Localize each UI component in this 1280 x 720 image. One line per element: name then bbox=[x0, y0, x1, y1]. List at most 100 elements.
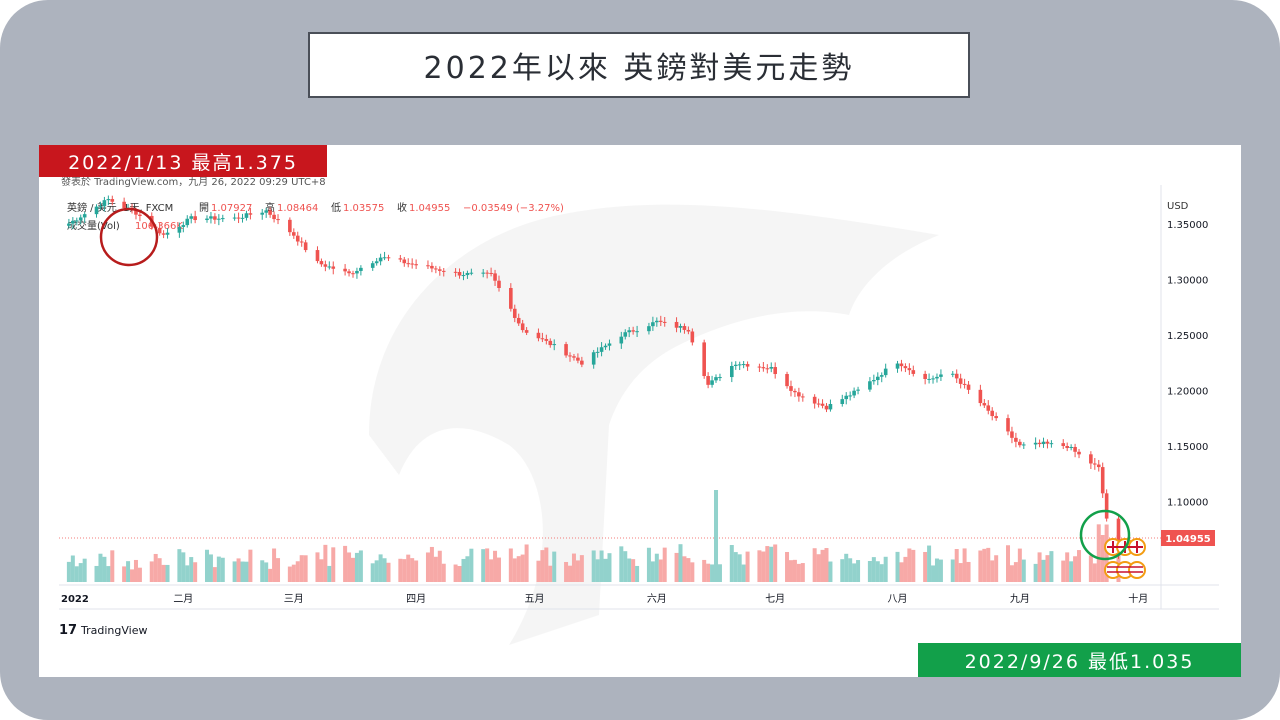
candle-body bbox=[292, 232, 296, 236]
open-value: 1.07927 bbox=[211, 203, 252, 214]
volume-bar bbox=[824, 548, 829, 582]
candle-body bbox=[674, 321, 679, 328]
volume-bar bbox=[1069, 561, 1074, 582]
volume-bar bbox=[773, 544, 778, 582]
candle-body bbox=[927, 378, 931, 380]
volume-bar bbox=[729, 545, 734, 582]
candle-body bbox=[623, 332, 628, 337]
candle-body bbox=[627, 330, 632, 333]
volume-bar bbox=[98, 553, 103, 582]
candle-body bbox=[327, 266, 332, 268]
candle-body bbox=[406, 263, 411, 265]
candle-body bbox=[986, 405, 991, 411]
volume-bar bbox=[785, 551, 790, 582]
volume-bar bbox=[788, 560, 793, 582]
volume-bar bbox=[982, 548, 987, 582]
volume-bar bbox=[157, 558, 162, 582]
volume-bar bbox=[761, 551, 766, 582]
volume-bar bbox=[717, 564, 722, 582]
candle-body bbox=[236, 217, 241, 219]
volume-bar bbox=[568, 565, 573, 582]
us-flag-icon bbox=[1128, 561, 1146, 579]
candle-body bbox=[181, 225, 186, 227]
candle-body bbox=[382, 257, 387, 259]
candle-body bbox=[272, 214, 276, 220]
candle-body bbox=[1041, 441, 1046, 445]
candle-body bbox=[950, 373, 955, 375]
candle-body bbox=[568, 355, 572, 357]
candle-body bbox=[220, 218, 225, 220]
y-tick-label: 1.30000 bbox=[1167, 275, 1208, 286]
volume-bar bbox=[189, 557, 194, 582]
candle-body bbox=[923, 373, 927, 379]
candle-body bbox=[359, 267, 363, 271]
volume-bar bbox=[287, 566, 292, 582]
volume-bar bbox=[354, 552, 359, 582]
candle-body bbox=[895, 363, 900, 369]
candle-body bbox=[848, 395, 852, 397]
volume-bar bbox=[871, 557, 876, 582]
candle-body bbox=[662, 321, 667, 323]
volume-bar bbox=[331, 547, 336, 582]
x-tick-label: 四月 bbox=[406, 593, 426, 605]
candle-body bbox=[402, 259, 407, 264]
candle-body bbox=[74, 220, 79, 222]
volume-bar bbox=[931, 565, 936, 582]
low-marker-circle bbox=[1079, 509, 1131, 561]
candle-body bbox=[828, 403, 833, 410]
candle-body bbox=[355, 270, 359, 274]
candle-body bbox=[536, 332, 541, 339]
volume-bar bbox=[208, 554, 213, 582]
source-line: 發表於 TradingView.com，九月 26, 2022 09:29 UT… bbox=[61, 175, 326, 188]
volume-bar bbox=[512, 558, 517, 582]
tradingview-watermark-icon bbox=[369, 204, 939, 645]
volume-bar bbox=[236, 558, 241, 582]
candle-body bbox=[797, 392, 801, 397]
candle-body bbox=[789, 386, 793, 391]
volume-bar bbox=[658, 559, 663, 582]
candle-body bbox=[765, 368, 770, 370]
volume-bar bbox=[595, 559, 600, 582]
volume-bar bbox=[737, 554, 742, 582]
candle-body bbox=[595, 351, 600, 353]
candle-body bbox=[1089, 454, 1093, 464]
y-tick-label: 1.35000 bbox=[1167, 220, 1208, 231]
volume-bar bbox=[276, 558, 281, 582]
candle-body bbox=[461, 275, 466, 277]
candle-body bbox=[883, 368, 888, 376]
candle-body bbox=[801, 396, 805, 398]
volume-bar bbox=[343, 545, 348, 582]
volume-bar bbox=[481, 549, 486, 582]
candle-body bbox=[647, 326, 651, 332]
high-annotation-badge: 2022/1/13 最高1.375 bbox=[39, 145, 327, 177]
volume-bar bbox=[102, 556, 107, 582]
candle-body bbox=[434, 268, 438, 270]
volume-bar bbox=[575, 560, 580, 582]
candle-body bbox=[94, 206, 99, 215]
candle-body bbox=[193, 216, 197, 221]
volume-bar bbox=[745, 551, 750, 582]
candle-body bbox=[67, 223, 71, 226]
volume-bar bbox=[978, 550, 983, 582]
candle-body bbox=[737, 364, 742, 366]
volume-bar bbox=[1088, 555, 1093, 582]
volume-bar bbox=[165, 564, 170, 582]
page-title: 2022年以來 英鎊對美元走勢 bbox=[308, 32, 970, 98]
candle-body bbox=[576, 357, 580, 361]
volume-bar bbox=[927, 545, 932, 582]
candle-body bbox=[209, 216, 213, 219]
volume-bar bbox=[591, 550, 596, 582]
candle-body bbox=[453, 271, 458, 273]
candle-body bbox=[852, 390, 856, 396]
volume-bar bbox=[536, 560, 541, 582]
volume-bar bbox=[524, 544, 529, 582]
candle-body bbox=[134, 210, 138, 215]
volume-bar bbox=[812, 548, 817, 582]
volume-bar bbox=[295, 561, 300, 582]
x-tick-label: 2022 bbox=[61, 594, 89, 605]
volume-bar bbox=[508, 548, 513, 582]
volume-bar bbox=[70, 555, 75, 582]
volume-bar bbox=[710, 564, 715, 582]
us-flag-stripes bbox=[1107, 566, 1143, 573]
volume-bar bbox=[1006, 545, 1011, 582]
